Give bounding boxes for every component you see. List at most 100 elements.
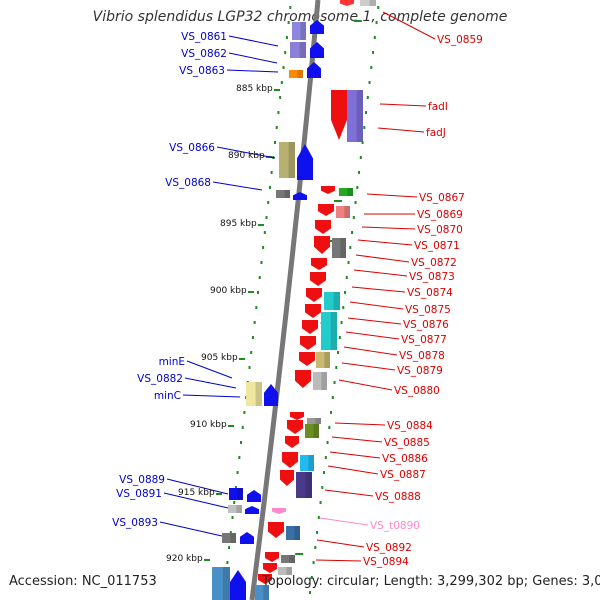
gene-arrow[interactable] — [318, 204, 334, 216]
right-gene-label[interactable]: VS_0875 — [405, 304, 451, 316]
gene-arrow[interactable] — [263, 563, 277, 573]
gene-arrow[interactable] — [268, 522, 284, 538]
gene-box[interactable] — [228, 505, 242, 513]
gene-arrow[interactable] — [285, 436, 299, 448]
left-gene-label[interactable]: VS_0862 — [181, 48, 227, 60]
gene-box[interactable] — [212, 567, 230, 600]
track-dot — [270, 171, 273, 174]
gene-box[interactable] — [300, 455, 314, 471]
gene-box[interactable] — [347, 90, 363, 142]
gene-arrow[interactable] — [314, 236, 330, 254]
right-gene-label[interactable]: VS_0879 — [397, 365, 443, 377]
gene-box[interactable] — [276, 190, 290, 198]
gene-box[interactable] — [307, 418, 321, 424]
gene-arrow[interactable] — [293, 192, 307, 200]
gene-arrow[interactable] — [282, 452, 298, 468]
gene-box[interactable] — [339, 188, 353, 196]
gene-box[interactable] — [246, 382, 262, 406]
gene-arrow[interactable] — [315, 220, 331, 234]
gene-arrow[interactable] — [306, 288, 322, 302]
right-gene-label[interactable]: VS_0869 — [417, 209, 463, 221]
gene-arrow[interactable] — [258, 574, 272, 584]
right-gene-label[interactable]: VS_0888 — [375, 491, 421, 503]
left-gene-label[interactable]: VS_0882 — [137, 373, 183, 385]
gene-arrow[interactable] — [311, 258, 327, 270]
gene-box[interactable] — [321, 312, 337, 350]
left-gene-label[interactable]: VS_0893 — [112, 517, 158, 529]
right-gene-label[interactable]: VS_0859 — [437, 34, 483, 46]
gene-box[interactable] — [279, 142, 295, 178]
left-gene-label[interactable]: VS_0863 — [179, 65, 225, 77]
gene-arrow[interactable] — [272, 508, 286, 514]
gene-arrow[interactable] — [310, 272, 326, 286]
gene-arrow[interactable] — [287, 420, 303, 434]
right-leader — [338, 379, 393, 391]
gene-box[interactable] — [290, 42, 306, 58]
right-gene-label[interactable]: VS_0880 — [394, 385, 440, 397]
gene-box[interactable] — [292, 22, 306, 40]
gene-box[interactable] — [286, 526, 300, 540]
right-gene-label[interactable]: VS_0884 — [387, 420, 433, 432]
track-dot — [234, 486, 237, 489]
right-gene-label[interactable]: VS_0878 — [399, 350, 445, 362]
gene-box[interactable] — [281, 555, 295, 563]
gene-box[interactable] — [336, 206, 350, 218]
right-gene-label[interactable]: VS_0887 — [380, 469, 426, 481]
gene-arrow[interactable] — [230, 570, 246, 600]
gene-box[interactable] — [360, 0, 376, 6]
left-gene-label[interactable]: minE — [159, 356, 185, 368]
right-gene-label[interactable]: VS_0871 — [414, 240, 460, 252]
gene-arrow[interactable] — [247, 490, 261, 502]
right-gene-label[interactable]: VS_0873 — [409, 271, 455, 283]
gene-arrow[interactable] — [264, 384, 278, 406]
gene-arrow[interactable] — [302, 320, 318, 334]
gene-box[interactable] — [229, 488, 243, 500]
gene-box[interactable] — [316, 352, 330, 368]
right-gene-label[interactable]: VS_0886 — [382, 453, 428, 465]
gene-arrow[interactable] — [290, 412, 304, 420]
right-gene-label[interactable]: VS_t0890 — [370, 520, 420, 532]
left-gene-label[interactable]: VS_0866 — [169, 142, 215, 154]
left-gene-label[interactable]: VS_0891 — [116, 488, 162, 500]
gene-arrow[interactable] — [310, 42, 324, 58]
gene-arrow[interactable] — [299, 352, 315, 366]
gene-box[interactable] — [289, 70, 303, 78]
gene-arrow[interactable] — [265, 552, 279, 562]
gene-box[interactable] — [222, 533, 236, 543]
gene-box[interactable] — [313, 372, 327, 390]
gene-arrow[interactable] — [307, 62, 321, 78]
gene-arrow[interactable] — [280, 470, 294, 486]
right-gene-label[interactable]: VS_0894 — [363, 556, 409, 568]
gene-box[interactable] — [296, 472, 312, 498]
right-gene-label[interactable]: VS_0867 — [419, 192, 465, 204]
gene-arrow[interactable] — [240, 532, 254, 544]
gene-box[interactable] — [305, 424, 319, 438]
gene-box[interactable] — [324, 292, 340, 310]
right-gene-label[interactable]: VS_0892 — [366, 542, 412, 554]
right-gene-label[interactable]: VS_0872 — [411, 257, 457, 269]
gene-arrow[interactable] — [305, 304, 321, 318]
gene-arrow[interactable] — [340, 0, 354, 6]
left-gene-label[interactable]: minC — [154, 390, 181, 402]
gene-arrow[interactable] — [310, 20, 324, 34]
right-gene-label[interactable]: VS_0877 — [401, 334, 447, 346]
right-gene-label[interactable]: VS_0876 — [403, 319, 449, 331]
right-gene-label[interactable]: VS_0874 — [407, 287, 453, 299]
right-gene-label[interactable]: fadJ — [426, 127, 446, 139]
gene-arrow[interactable] — [321, 186, 335, 194]
gene-arrow[interactable] — [300, 336, 316, 350]
gene-box[interactable] — [332, 238, 346, 258]
left-gene-label[interactable]: VS_0889 — [119, 474, 165, 486]
left-gene-label[interactable]: VS_0868 — [165, 177, 211, 189]
right-gene-label[interactable]: VS_0870 — [417, 224, 463, 236]
gene-box[interactable] — [255, 585, 269, 600]
gene-arrow[interactable] — [297, 144, 313, 180]
gene-arrow[interactable] — [245, 506, 259, 514]
left-gene-label[interactable]: VS_0861 — [181, 31, 227, 43]
right-gene-label[interactable]: VS_0885 — [384, 437, 430, 449]
gene-box[interactable] — [278, 567, 292, 575]
gene-arrow[interactable] — [295, 370, 311, 388]
right-gene-label[interactable]: fadI — [428, 101, 448, 113]
gene-arrow[interactable] — [331, 90, 347, 140]
